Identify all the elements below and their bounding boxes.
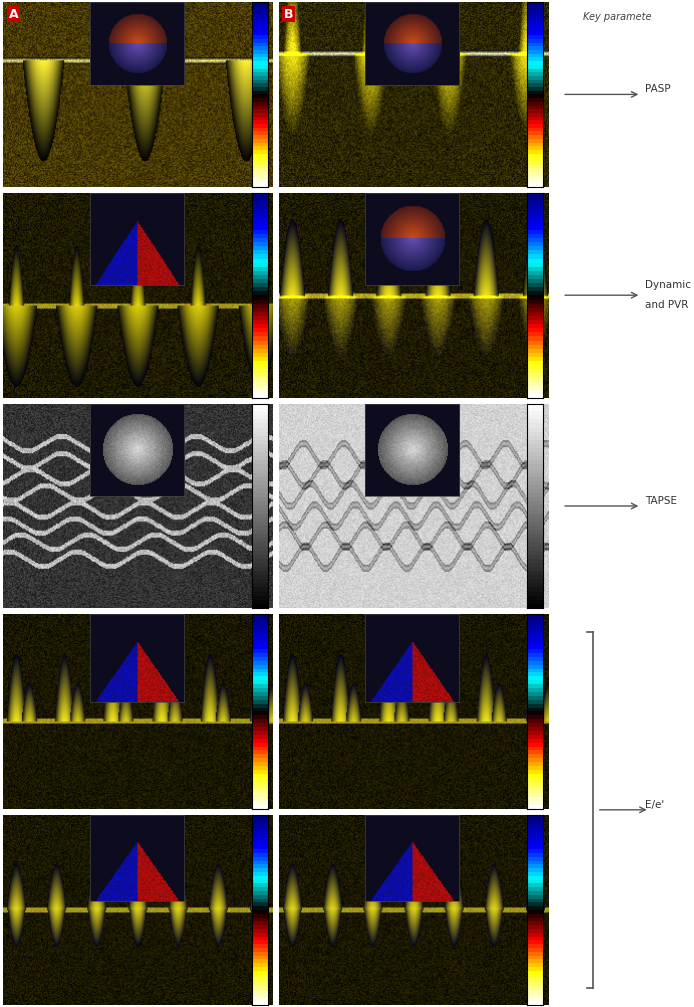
Text: Key paramete: Key paramete — [583, 12, 652, 22]
Text: B: B — [284, 8, 294, 20]
Text: TAPSE: TAPSE — [645, 496, 677, 506]
Text: Dynamic CO: Dynamic CO — [645, 280, 694, 290]
Text: A: A — [9, 8, 19, 20]
Text: PASP: PASP — [645, 85, 671, 95]
Text: and PVR: and PVR — [645, 300, 688, 310]
Text: E/e': E/e' — [645, 800, 665, 810]
